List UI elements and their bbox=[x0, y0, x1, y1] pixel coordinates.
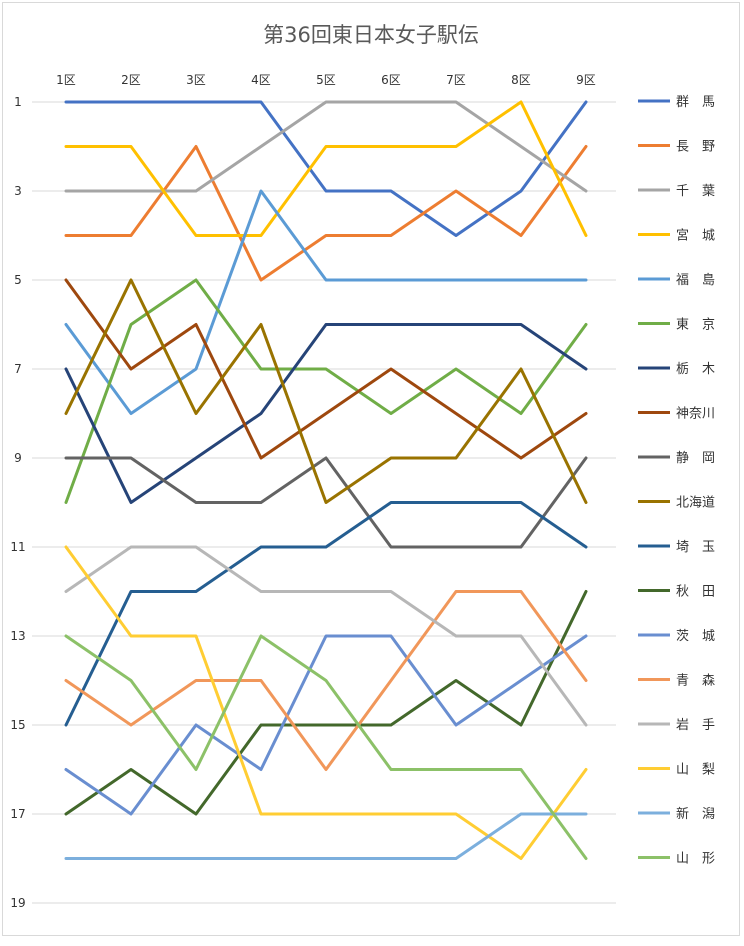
legend-label: 北海道 bbox=[676, 496, 715, 511]
y-tick-label: 9 bbox=[14, 451, 22, 465]
x-tick-label: 9区 bbox=[576, 73, 596, 87]
legend-label: 福 島 bbox=[676, 273, 715, 288]
legend-label: 東 京 bbox=[676, 317, 715, 333]
x-tick-label: 6区 bbox=[381, 73, 401, 87]
series-line bbox=[64, 590, 588, 816]
x-tick-label: 8区 bbox=[511, 73, 531, 87]
series-line bbox=[64, 501, 588, 727]
series-line bbox=[64, 545, 588, 727]
chart-frame bbox=[2, 2, 740, 936]
x-tick-label: 7区 bbox=[446, 73, 466, 87]
series-line bbox=[64, 545, 588, 860]
x-tick-label: 4区 bbox=[251, 73, 271, 87]
legend-label: 埼 玉 bbox=[676, 540, 715, 555]
chart-title: 第36回東日本女子駅伝 bbox=[263, 23, 479, 47]
series-line bbox=[64, 812, 588, 860]
legend-label: 岩 手 bbox=[676, 718, 715, 733]
y-tick-label: 5 bbox=[14, 273, 22, 287]
legend-label: 青 森 bbox=[676, 674, 715, 689]
legend-label: 秋 田 bbox=[676, 585, 715, 600]
y-tick-label: 3 bbox=[14, 184, 22, 198]
series-line bbox=[64, 278, 588, 504]
series-line bbox=[64, 456, 588, 549]
series-line bbox=[64, 100, 588, 237]
legend-label: 山 形 bbox=[676, 852, 715, 867]
y-tick-label: 7 bbox=[14, 362, 22, 376]
y-tick-label: 1 bbox=[14, 95, 22, 109]
series-line bbox=[64, 189, 588, 415]
series-lines bbox=[64, 100, 588, 860]
x-tick-label: 3区 bbox=[186, 73, 206, 87]
gridlines bbox=[32, 101, 616, 904]
x-tick-label: 1区 bbox=[56, 73, 76, 87]
y-tick-label: 15 bbox=[10, 718, 25, 732]
legend-label: 長 野 bbox=[676, 140, 715, 155]
series-line bbox=[64, 100, 588, 193]
x-tick-label: 2区 bbox=[121, 73, 141, 87]
series-line bbox=[64, 634, 588, 860]
legend-label: 新 潟 bbox=[676, 806, 715, 822]
y-tick-label: 19 bbox=[10, 896, 25, 910]
series-line bbox=[64, 278, 588, 504]
legend-label: 静 岡 bbox=[676, 451, 715, 466]
legend-label: 山 梨 bbox=[676, 763, 715, 778]
x-tick-label: 5区 bbox=[316, 73, 336, 87]
y-tick-label: 17 bbox=[10, 807, 25, 821]
y-tick-label: 11 bbox=[10, 540, 25, 554]
legend-label: 栃 木 bbox=[676, 362, 715, 377]
y-tick-label: 13 bbox=[10, 629, 25, 643]
series-line bbox=[64, 323, 588, 504]
series-line bbox=[64, 145, 588, 282]
legend-label: 宮 城 bbox=[676, 228, 715, 244]
legend-label: 群 馬 bbox=[676, 95, 715, 110]
x-axis-ticks: 1区 2区 3区 4区 5区 6区 7区 8区 9区 bbox=[56, 73, 596, 87]
legend-label: 茨 城 bbox=[676, 629, 715, 644]
series-line bbox=[64, 278, 588, 460]
legend-label: 千 葉 bbox=[676, 184, 715, 199]
series-line bbox=[64, 634, 588, 816]
series-line bbox=[64, 100, 588, 237]
legend-label: 神奈川 bbox=[676, 407, 715, 422]
